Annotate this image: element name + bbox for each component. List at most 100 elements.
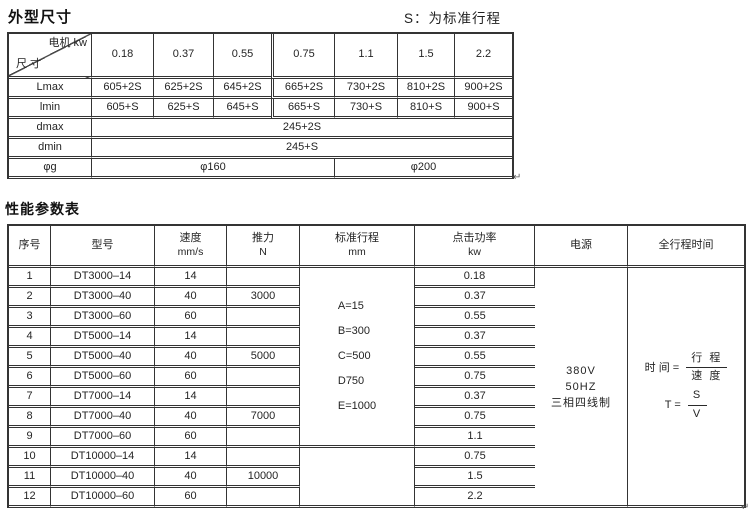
- fraction: 行 程 速 度: [686, 352, 728, 385]
- dim-value-cell: 645+2S: [214, 79, 271, 99]
- header-label: 序号: [18, 238, 41, 251]
- cell-power: 0.18: [415, 268, 535, 288]
- cell-power: 0.37: [415, 288, 535, 308]
- perf-row: 6 DT5000–60 60 0.75: [9, 368, 744, 388]
- cell-thrust: [227, 268, 300, 288]
- fraction-numerator: 行 程: [686, 352, 728, 369]
- cell-speed: 60: [155, 308, 227, 328]
- dim-value-cell: 665+2S: [271, 79, 335, 99]
- header-label: 推力: [252, 232, 274, 245]
- cell-no: 5: [9, 348, 51, 368]
- perf-row: 10 DT10000–14 14 0.75: [9, 448, 744, 508]
- cell-power: 0.37: [415, 388, 535, 408]
- dim-value-cell: 810+S: [398, 99, 455, 119]
- perf-row: 5 DT5000–40 40 5000 0.55: [9, 348, 744, 368]
- cell-model: DT5000–40: [51, 348, 155, 368]
- dim-col-header: 1.5: [398, 34, 455, 79]
- stroke-note: B=300: [337, 325, 370, 337]
- dim-row-dmin: dmin 245+S: [9, 139, 512, 159]
- dim-row-label: Lmax: [9, 79, 92, 99]
- stroke-legend: S：为标准行程: [404, 11, 502, 26]
- performance-table: 序号 型号 速度 mm/s 推力 N 标准行程 mm 点击功率 kw 电: [7, 224, 746, 508]
- dim-col-header: 1.1: [335, 34, 398, 79]
- dim-value-cell: 730+S: [335, 99, 398, 119]
- supply-line: 380V: [566, 364, 596, 377]
- dim-section-title: 外型尺寸: [8, 9, 73, 26]
- dim-value-cell: 730+2S: [335, 79, 398, 99]
- perf-row: 1 DT3000–14 14 A=15 B=300 C=500 D750 E=1…: [9, 268, 744, 508]
- dim-value-cell: 810+2S: [398, 79, 455, 99]
- carriage-return-icon: ↵: [741, 502, 749, 513]
- cell-power: 1.1: [415, 428, 535, 448]
- dim-row-label: dmax: [9, 119, 92, 139]
- cell-thrust: [227, 488, 300, 508]
- perf-col-header-speed: 速度 mm/s: [155, 226, 227, 268]
- cell-model: DT3000–60: [51, 308, 155, 328]
- motor-kw-label: 电机 kw: [48, 37, 88, 49]
- cell-speed: 40: [155, 468, 227, 488]
- cell-no: 8: [9, 408, 51, 428]
- perf-col-header-supply: 电源: [535, 226, 628, 268]
- dim-value-cell: 645+S: [214, 99, 271, 119]
- dimensions-table: 电机 kw 尺寸 0.18 0.37 0.55 0.75 1.1 1.5 2.2…: [7, 32, 514, 179]
- cell-no: 4: [9, 328, 51, 348]
- dim-value-cell: 900+2S: [455, 79, 512, 99]
- dim-row-label: dmin: [9, 139, 92, 159]
- cell-speed: 14: [155, 388, 227, 408]
- dim-value-cell: 605+2S: [92, 79, 154, 99]
- perf-row: 9 DT7000–60 60 1.1: [9, 428, 744, 448]
- perf-col-header-power: 点击功率 kw: [415, 226, 535, 268]
- header-label: 点击功率: [452, 232, 497, 245]
- cell-model: DT7000–40: [51, 408, 155, 428]
- cell-no: 12: [9, 488, 51, 508]
- dim-row-dmax: dmax 245+2S: [9, 119, 512, 139]
- cell-thrust: 3000: [227, 288, 300, 308]
- cell-thrust: 5000: [227, 348, 300, 368]
- cell-power: 2.2: [415, 488, 535, 508]
- dim-row-lmin: lmin 605+S 625+S 645+S 665+S 730+S 810+S…: [9, 99, 512, 119]
- corner-cell: 电机 kw 尺寸: [9, 34, 92, 79]
- cell-thrust: [227, 388, 300, 408]
- perf-row: 4 DT5000–14 14 0.37: [9, 328, 744, 348]
- fraction-denominator: 速 度: [691, 370, 723, 383]
- cell-speed: 40: [155, 288, 227, 308]
- dim-value-cell: 605+S: [92, 99, 154, 119]
- dim-col-header: 0.75: [271, 34, 335, 79]
- perf-row: 2 DT3000–40 40 3000 0.37: [9, 288, 744, 308]
- dim-row-phig: φg φ160 φ200: [9, 159, 512, 179]
- power-supply-cell: 380V 50HZ 三相四线制: [535, 268, 628, 508]
- perf-col-header-thrust: 推力 N: [227, 226, 300, 268]
- stroke-note: E=1000: [337, 400, 377, 412]
- dim-value-cell: 665+S: [271, 99, 335, 119]
- header-unit: mm/s: [177, 245, 204, 258]
- dim-merged-value-cell: 245+S: [92, 139, 512, 159]
- perf-row: 11 DT10000–40 40 10000 1.5: [9, 468, 744, 488]
- formula-lhs: 时 间 =: [644, 361, 680, 374]
- cell-thrust: [227, 448, 300, 468]
- formula-cn: 时 间 = 行 程 速 度: [630, 352, 742, 385]
- dim-value-cell: 625+2S: [154, 79, 214, 99]
- dim-value-cell: 625+S: [154, 99, 214, 119]
- formula-lhs: T =: [664, 399, 681, 412]
- stroke-note: A=15: [337, 300, 364, 312]
- phi-right-cell: φ200: [335, 159, 512, 179]
- perf-col-header-model: 型号: [51, 226, 155, 268]
- size-label: 尺寸: [16, 58, 44, 71]
- header-label: 型号: [91, 238, 114, 251]
- cell-power: 0.75: [415, 408, 535, 428]
- header-label: 电源: [570, 238, 592, 251]
- dim-col-header: 2.2: [455, 34, 512, 79]
- cell-speed: 40: [155, 348, 227, 368]
- header-label: 速度: [179, 232, 202, 245]
- cell-thrust: [227, 328, 300, 348]
- cell-thrust: [227, 428, 300, 448]
- cell-model: DT3000–40: [51, 288, 155, 308]
- dim-value-cell: 900+S: [455, 99, 512, 119]
- stroke-notes-cell: A=15 B=300 C=500 D750 E=1000: [300, 268, 415, 448]
- cell-speed: 40: [155, 408, 227, 428]
- dim-merged-value-cell: 245+2S: [92, 119, 512, 139]
- header-label: 全行程时间: [658, 238, 714, 251]
- dim-row-label: lmin: [9, 99, 92, 119]
- phi-left-cell: φ160: [92, 159, 335, 179]
